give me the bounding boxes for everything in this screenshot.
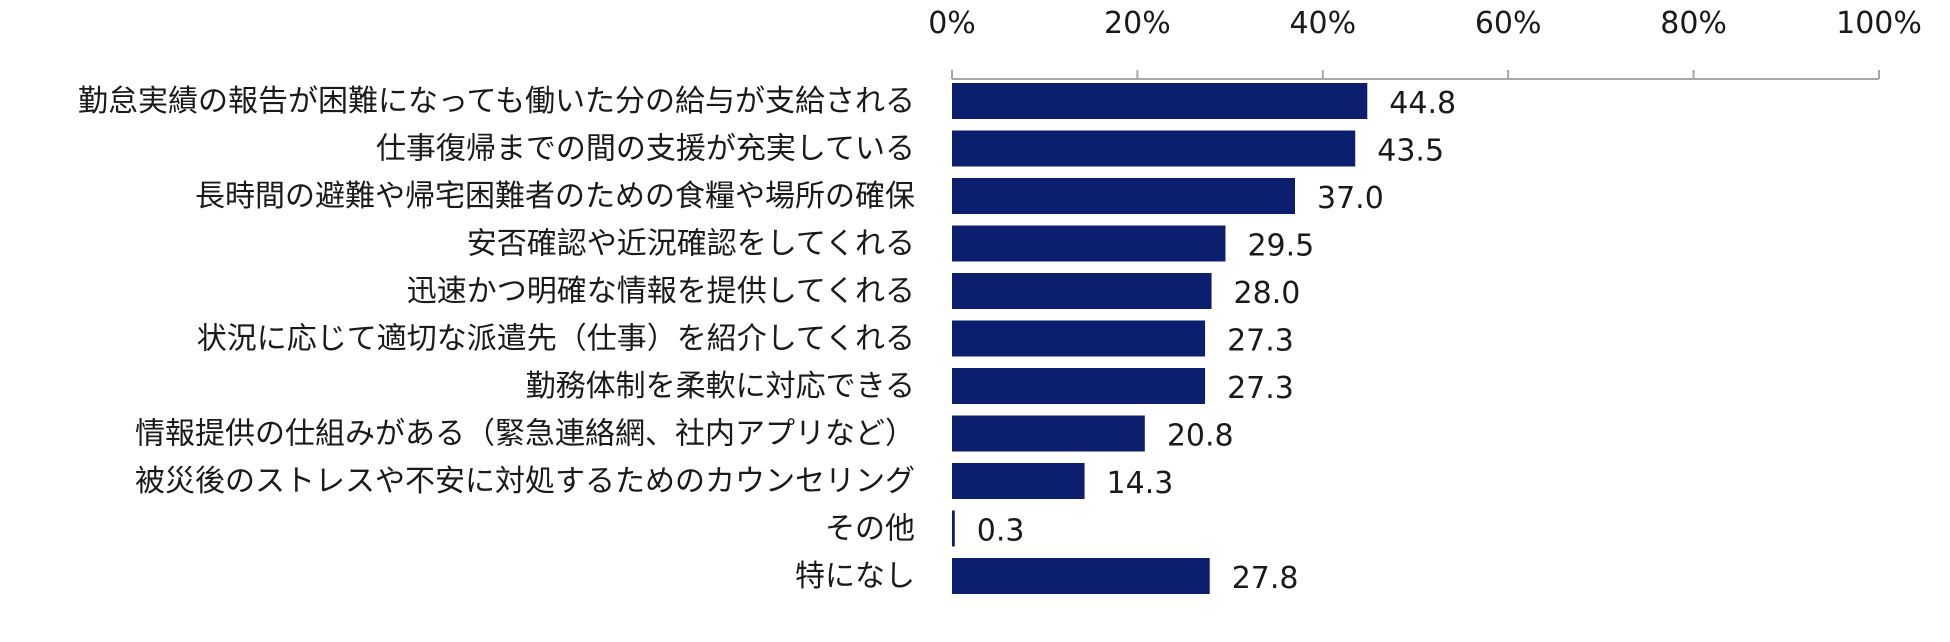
value-label: 44.8 bbox=[1389, 86, 1456, 121]
category-label: 安否確認や近況確認をしてくれる bbox=[467, 227, 915, 262]
bar bbox=[952, 558, 1210, 594]
value-label: 0.3 bbox=[977, 514, 1025, 549]
x-tick-label: 20% bbox=[1104, 6, 1171, 41]
value-label: 28.0 bbox=[1234, 276, 1301, 311]
category-label: 仕事復帰までの間の支援が充実している bbox=[376, 132, 915, 167]
bar bbox=[952, 273, 1212, 309]
bar bbox=[952, 463, 1085, 499]
value-label: 27.3 bbox=[1227, 371, 1294, 406]
value-label: 20.8 bbox=[1167, 419, 1234, 454]
bar bbox=[952, 368, 1206, 404]
bar bbox=[952, 510, 955, 547]
value-label: 14.3 bbox=[1107, 466, 1174, 501]
value-label: 43.5 bbox=[1377, 134, 1444, 169]
category-label: 勤務体制を柔軟に対応できる bbox=[526, 369, 915, 404]
category-label: その他 bbox=[825, 512, 915, 547]
x-axis: 0% 20% 40% 60% 80% 100% bbox=[928, 6, 1922, 80]
bar bbox=[952, 320, 1206, 357]
x-tick-label: 0% bbox=[928, 6, 976, 41]
category-label: 被災後のストレスや不安に対処するためのカウンセリング bbox=[135, 464, 915, 499]
category-label: 迅速かつ明確な情報を提供してくれる bbox=[407, 274, 915, 309]
bar bbox=[952, 225, 1226, 262]
bar bbox=[952, 130, 1356, 167]
value-label: 27.8 bbox=[1232, 561, 1299, 596]
category-labels: 勤怠実績の報告が困難になっても働いた分の給与が支給される仕事復帰までの間の支援が… bbox=[78, 84, 915, 594]
category-label: 状況に応じて適切な派遣先（仕事）を紹介してくれる bbox=[197, 322, 915, 357]
value-labels: 44.8 43.5 37.029.5 28.0 27.3 27.3 20.8 14.3 0.3 2… bbox=[977, 86, 1456, 596]
category-label: 長時間の避難や帰宅困難者のための食糧や場所の確保 bbox=[195, 179, 915, 214]
value-label: 27.3 bbox=[1227, 324, 1294, 359]
value-label: 37.0 bbox=[1317, 181, 1384, 216]
bar bbox=[952, 83, 1368, 119]
value-label: 29.5 bbox=[1247, 229, 1314, 264]
bars bbox=[952, 83, 1368, 594]
x-tick-label: 60% bbox=[1475, 6, 1542, 41]
bar bbox=[952, 178, 1295, 214]
x-tick-label: 40% bbox=[1289, 6, 1356, 41]
category-label: 情報提供の仕組みがある（緊急連絡網、社内アプリなど） bbox=[135, 417, 915, 452]
x-tick-label: 80% bbox=[1660, 6, 1727, 41]
bar bbox=[952, 415, 1145, 452]
category-label: 勤怠実績の報告が困難になっても働いた分の給与が支給される bbox=[78, 84, 915, 119]
x-tick-label: 100% bbox=[1836, 6, 1922, 41]
category-label: 特になし bbox=[795, 559, 915, 594]
